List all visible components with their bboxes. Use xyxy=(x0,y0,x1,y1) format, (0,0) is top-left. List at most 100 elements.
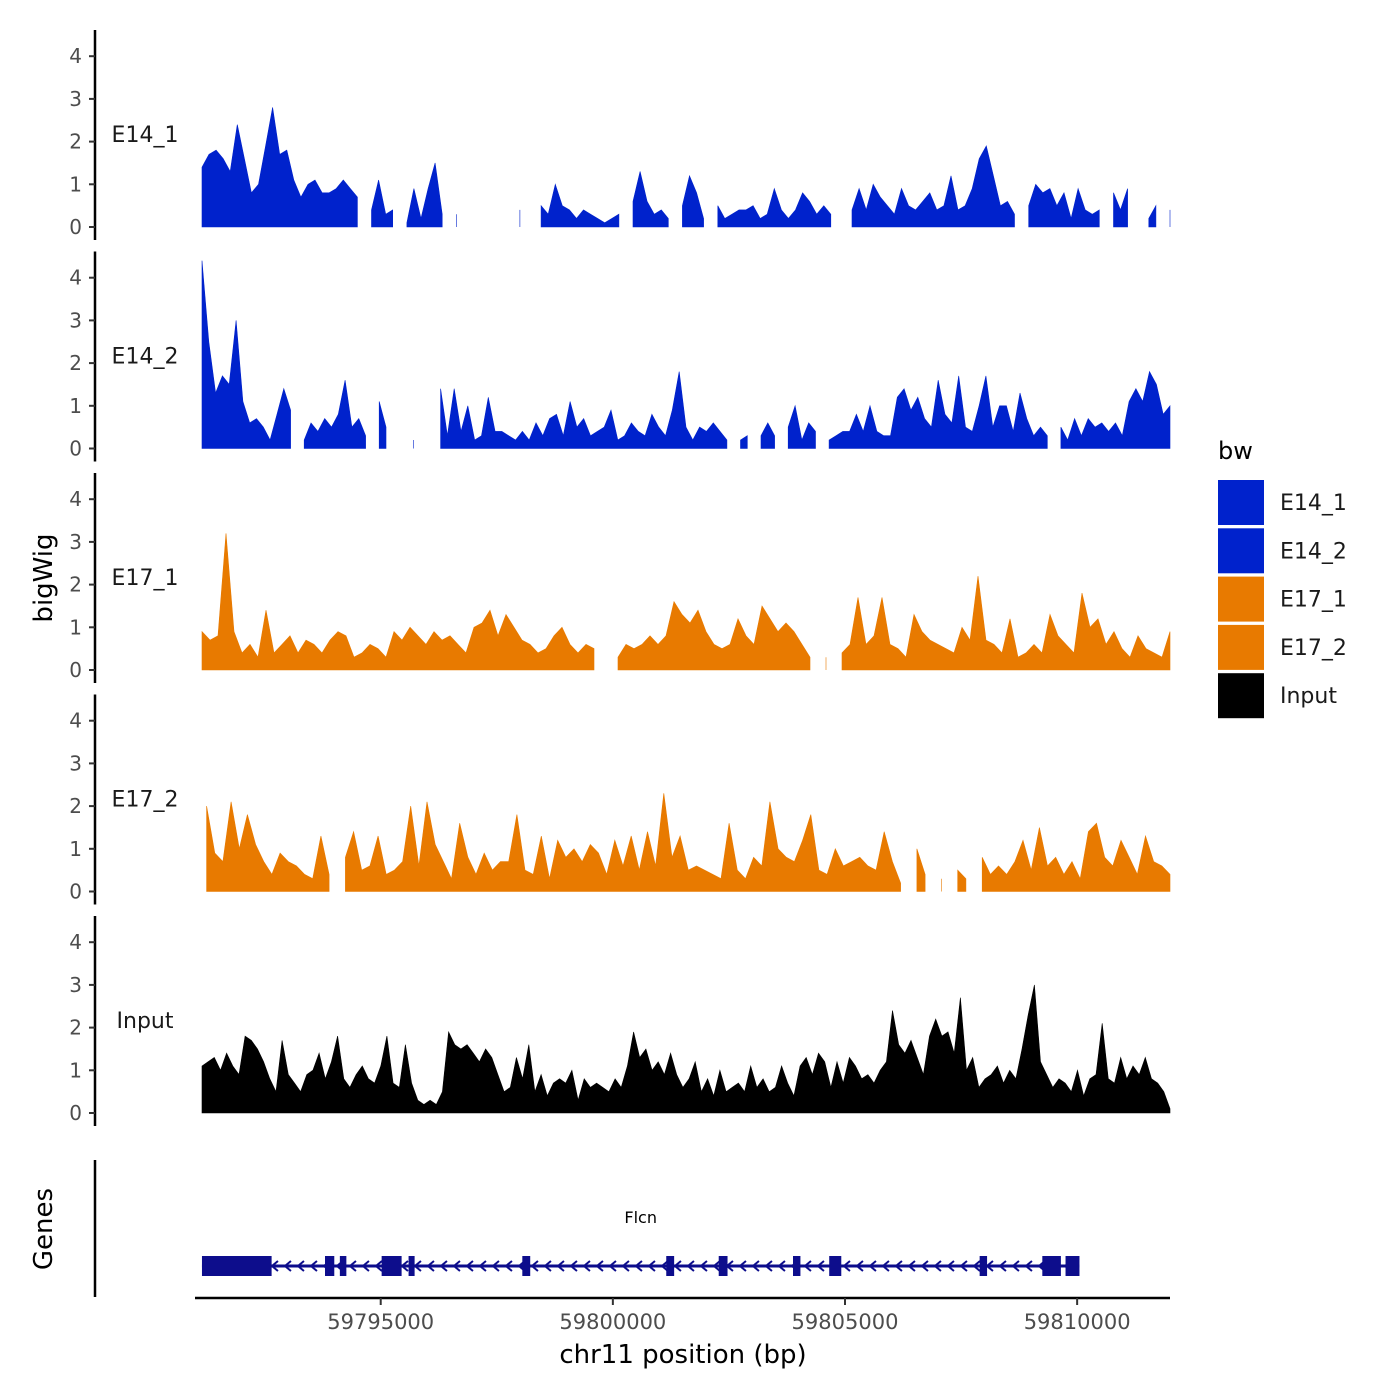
y-tick-label: 4 xyxy=(69,487,82,511)
y-tick-label: 4 xyxy=(69,44,82,68)
y-tick-label: 1 xyxy=(69,1058,82,1082)
strand-arrow xyxy=(816,1260,825,1272)
y-tick-label: 4 xyxy=(69,266,82,290)
y-tick-label: 0 xyxy=(69,880,82,904)
strand-arrow xyxy=(946,1260,955,1272)
strand-arrow xyxy=(309,1260,318,1272)
strand-arrow xyxy=(582,1260,591,1272)
strand-arrow xyxy=(270,1260,279,1272)
strand-arrow xyxy=(647,1260,656,1272)
area-E14_2 xyxy=(303,380,366,449)
area-E14_2 xyxy=(787,404,816,449)
strand-arrow xyxy=(881,1260,890,1272)
area-E14_1 xyxy=(632,171,669,228)
strand-arrow xyxy=(413,1260,422,1272)
strand-arrow xyxy=(595,1260,604,1272)
strand-arrow xyxy=(712,1260,721,1272)
area-E14_1 xyxy=(406,162,443,228)
area-E17_2 xyxy=(981,822,1171,892)
y-tick-label: 2 xyxy=(69,130,82,154)
gene-exon xyxy=(325,1256,335,1276)
area-E14_1 xyxy=(540,183,620,228)
legend-swatch xyxy=(1218,624,1264,670)
y-tick-label: 1 xyxy=(69,394,82,418)
panel-E14_1: 0 1 2 3 4 E14_1 xyxy=(69,30,1171,240)
panel-E17_1: 0 1 2 3 4 E17_1 xyxy=(69,473,1171,683)
gene-exon xyxy=(718,1256,728,1276)
strand-arrow xyxy=(426,1260,435,1272)
facet-label: E17_1 xyxy=(112,566,179,591)
strand-arrow xyxy=(972,1260,981,1272)
strand-arrow xyxy=(439,1260,448,1272)
strand-arrow xyxy=(556,1260,565,1272)
x-tick-label: 59795000 xyxy=(327,1310,434,1334)
legend-item-E14_2: E14_2 xyxy=(1218,528,1347,574)
x-tick-label: 59810000 xyxy=(1024,1310,1131,1334)
legend-item-Input: Input xyxy=(1218,673,1337,719)
area-E17_2 xyxy=(206,801,330,892)
facet-label: E14_1 xyxy=(112,123,179,148)
facet-label: E17_2 xyxy=(112,788,179,813)
strand-arrow xyxy=(673,1260,682,1272)
area-E14_2 xyxy=(760,422,775,449)
strand-arrow xyxy=(283,1260,292,1272)
legend-label: E14_2 xyxy=(1280,539,1347,564)
area-E14_1 xyxy=(717,187,832,228)
gene-exon xyxy=(1042,1256,1061,1276)
panel-E14_2: 0 1 2 3 4 E14_2 xyxy=(69,251,1171,462)
strand-arrow xyxy=(660,1260,669,1272)
area-E17_2 xyxy=(345,793,901,892)
y-tick-label: 4 xyxy=(69,709,82,733)
y-tick-label: 2 xyxy=(69,1016,82,1040)
area-E17_2 xyxy=(916,848,926,892)
strand-arrow xyxy=(361,1260,370,1272)
area-E17_2 xyxy=(957,869,967,892)
genes-track-label: Genes xyxy=(29,1188,59,1270)
strand-arrow xyxy=(569,1260,578,1272)
y-tick-label: 0 xyxy=(69,215,82,239)
strand-arrow xyxy=(998,1260,1007,1272)
gene-exon xyxy=(666,1256,675,1276)
y-tick-label: 0 xyxy=(69,658,82,682)
strand-arrow xyxy=(491,1260,500,1272)
strand-arrow xyxy=(777,1260,786,1272)
legend-swatch xyxy=(1218,528,1264,574)
area-E14_1 xyxy=(201,107,358,228)
gene-exon xyxy=(381,1256,402,1276)
strand-arrow xyxy=(504,1260,513,1272)
area-E17_1 xyxy=(841,576,1171,671)
strand-arrow xyxy=(894,1260,903,1272)
facet-label: Input xyxy=(117,1009,174,1034)
y-tick-label: 3 xyxy=(69,751,82,775)
strand-arrow xyxy=(803,1260,812,1272)
y-tick-label: 2 xyxy=(69,794,82,818)
y-tick-label: 1 xyxy=(69,172,82,196)
legend-label: E17_2 xyxy=(1280,636,1347,661)
gene-name-label: Flcn xyxy=(624,1208,657,1227)
facet-label: E14_2 xyxy=(112,345,179,370)
area-E17_1 xyxy=(617,600,811,671)
x-axis: 59795000 59800000 59805000 59810000 xyxy=(195,1296,1170,1334)
strand-arrow xyxy=(842,1260,851,1272)
strand-arrow xyxy=(530,1260,539,1272)
strand-arrow xyxy=(959,1260,968,1272)
x-tick-label: 59800000 xyxy=(559,1310,666,1334)
strand-arrow xyxy=(400,1260,409,1272)
gene-exon xyxy=(339,1256,347,1276)
y-tick-label: 3 xyxy=(69,973,82,997)
strand-arrow xyxy=(751,1260,760,1272)
strand-arrow xyxy=(764,1260,773,1272)
legend-title: bw xyxy=(1218,437,1253,465)
strand-arrow xyxy=(738,1260,747,1272)
strand-arrow xyxy=(608,1260,617,1272)
y-tick-label: 4 xyxy=(69,930,82,954)
strand-arrow xyxy=(686,1260,695,1272)
legend-item-E17_1: E17_1 xyxy=(1218,576,1347,622)
legend-swatch xyxy=(1218,576,1264,622)
strand-arrow xyxy=(933,1260,942,1272)
gene-exon xyxy=(979,1256,988,1276)
area-E14_2 xyxy=(440,371,728,449)
strand-arrow xyxy=(855,1260,864,1272)
area-E14_2 xyxy=(201,260,291,449)
legend-swatch xyxy=(1218,480,1264,525)
